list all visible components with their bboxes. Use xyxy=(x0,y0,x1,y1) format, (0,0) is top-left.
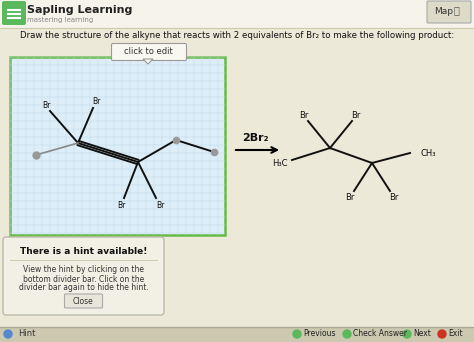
Text: 2Br₂: 2Br₂ xyxy=(242,133,268,143)
Text: Sapling Learning: Sapling Learning xyxy=(27,5,132,15)
FancyBboxPatch shape xyxy=(10,57,225,235)
FancyBboxPatch shape xyxy=(0,327,474,342)
FancyBboxPatch shape xyxy=(2,1,26,25)
Text: Exit: Exit xyxy=(448,329,463,339)
Text: Check Answer: Check Answer xyxy=(353,329,407,339)
Text: Br: Br xyxy=(351,110,361,119)
FancyBboxPatch shape xyxy=(64,294,102,308)
FancyBboxPatch shape xyxy=(111,43,186,61)
Text: Draw the structure of the alkyne that reacts with 2 equivalents of Br₂ to make t: Draw the structure of the alkyne that re… xyxy=(20,31,454,40)
Text: divider bar again to hide the hint.: divider bar again to hide the hint. xyxy=(18,284,148,292)
Polygon shape xyxy=(143,59,153,64)
Text: There is a hint available!: There is a hint available! xyxy=(20,248,147,256)
Circle shape xyxy=(4,330,12,338)
Text: Br: Br xyxy=(92,97,100,106)
Text: Previous: Previous xyxy=(303,329,336,339)
Text: click to edit: click to edit xyxy=(124,48,173,56)
Circle shape xyxy=(438,330,446,338)
Text: CH₃: CH₃ xyxy=(420,148,436,158)
Circle shape xyxy=(293,330,301,338)
Circle shape xyxy=(403,330,411,338)
Text: 🏔: 🏔 xyxy=(453,5,459,15)
Text: bottom divider bar. Click on the: bottom divider bar. Click on the xyxy=(23,275,144,284)
FancyBboxPatch shape xyxy=(3,237,164,315)
Text: Br: Br xyxy=(42,101,50,109)
Text: Map: Map xyxy=(435,8,454,16)
Text: H₃C: H₃C xyxy=(272,158,288,168)
Text: Next: Next xyxy=(413,329,431,339)
FancyBboxPatch shape xyxy=(0,0,474,28)
Text: Br: Br xyxy=(299,110,309,119)
Text: Br: Br xyxy=(346,194,355,202)
Text: Close: Close xyxy=(73,297,94,305)
Text: Br: Br xyxy=(117,200,125,210)
Text: View the hint by clicking on the: View the hint by clicking on the xyxy=(23,265,144,275)
Text: Br: Br xyxy=(389,194,399,202)
Text: Br: Br xyxy=(156,200,164,210)
Circle shape xyxy=(343,330,351,338)
Text: Hint: Hint xyxy=(18,329,36,339)
Text: mastering learning: mastering learning xyxy=(27,17,93,23)
FancyBboxPatch shape xyxy=(427,1,471,23)
